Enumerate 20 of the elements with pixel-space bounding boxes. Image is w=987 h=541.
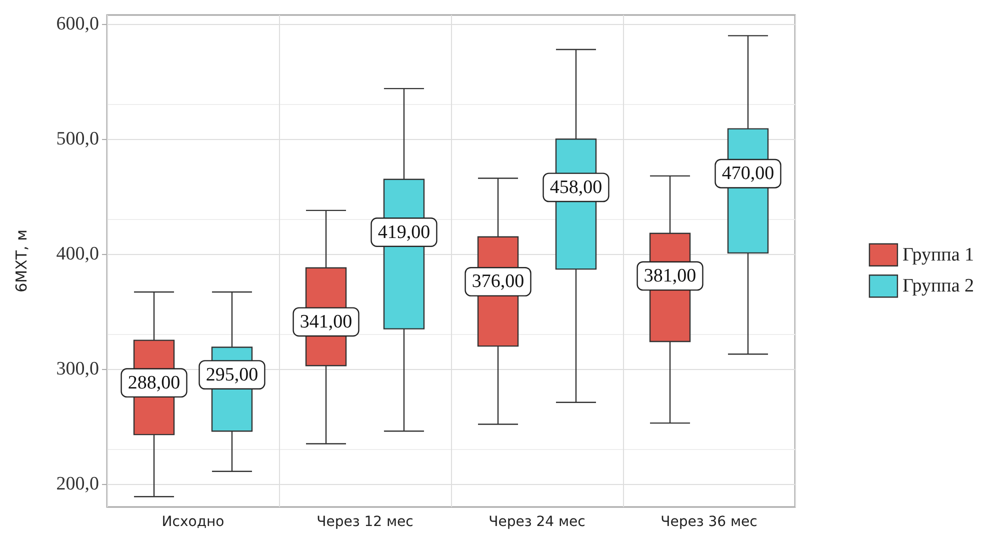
text: 470,00 — [722, 163, 774, 184]
text: 376,00 — [472, 271, 524, 292]
y-tick-label: 500,0 — [56, 128, 99, 150]
text: 458,00 — [550, 176, 602, 198]
text: 341,00 — [300, 311, 352, 332]
x-tick-label: Исходно — [162, 514, 224, 530]
y-tick-label: 400,0 — [56, 244, 99, 265]
text: 295,00 — [206, 364, 258, 386]
y-tick-label: 600,0 — [56, 14, 99, 35]
y-tick-label: 200,0 — [56, 474, 99, 495]
legend-label: Группа 1 — [902, 244, 974, 266]
y-axis-title: 6МХТ, м — [12, 230, 30, 292]
x-tick-label: Через 36 мес — [660, 514, 758, 530]
text: 381,00 — [644, 265, 696, 286]
x-tick-label: Через 12 мес — [316, 514, 414, 530]
text: 288,00 — [128, 372, 180, 394]
y-tick-label: 300,0 — [56, 358, 99, 380]
legend-label: Группа 2 — [902, 276, 974, 297]
text: 419,00 — [378, 222, 430, 243]
x-tick-label: Через 24 мес — [488, 514, 586, 530]
